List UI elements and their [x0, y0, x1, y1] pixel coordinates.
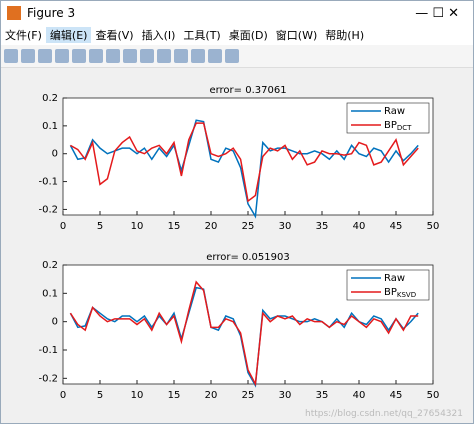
y-tick-label: -0.1	[38, 345, 58, 356]
menu-bar: 文件(F) 编辑(E) 查看(V) 插入(I) 工具(T) 桌面(D) 窗口(W) 帮助(H)	[1, 25, 473, 45]
y-tick-label: -0.1	[38, 177, 58, 188]
tool[interactable]	[225, 49, 239, 63]
legend-label: BPDCT	[384, 120, 412, 132]
legend-label: Raw	[384, 273, 405, 284]
tool[interactable]	[55, 49, 69, 63]
x-tick-label: 30	[279, 221, 292, 232]
x-tick-label: 0	[60, 390, 66, 401]
menu-item[interactable]: 文件(F)	[5, 29, 42, 42]
tool[interactable]	[140, 49, 154, 63]
menu-item[interactable]: 窗口(W)	[275, 29, 318, 42]
tool[interactable]	[157, 49, 171, 63]
tool[interactable]	[38, 49, 52, 63]
tool[interactable]	[89, 49, 103, 63]
menu-item[interactable]: 插入(I)	[141, 29, 176, 42]
x-tick-label: 45	[390, 221, 403, 232]
x-tick-label: 10	[131, 221, 144, 232]
series-line	[70, 122, 419, 203]
x-tick-label: 25	[242, 390, 255, 401]
x-tick-label: 40	[353, 221, 366, 232]
menu-item[interactable]: 工具(T)	[183, 29, 221, 42]
menu-item[interactable]: 编辑(E)	[45, 27, 92, 43]
x-tick-label: 20	[205, 390, 218, 401]
menu-item[interactable]: 查看(V)	[95, 29, 134, 42]
y-tick-label: 0.2	[42, 93, 58, 104]
x-tick-label: 25	[242, 221, 255, 232]
tool[interactable]	[4, 49, 18, 63]
menu-item[interactable]: 桌面(D)	[228, 29, 268, 42]
tool[interactable]	[106, 49, 120, 63]
y-tick-label: -0.2	[38, 204, 58, 215]
toolbar	[1, 45, 473, 68]
x-tick-label: 50	[427, 390, 440, 401]
legend-label: Raw	[384, 106, 405, 117]
x-tick-label: 50	[427, 221, 440, 232]
x-tick-label: 0	[60, 221, 66, 232]
legend	[346, 102, 430, 134]
title-bar: Figure 3 — ☐ ✕	[1, 1, 473, 25]
legend-name: BP	[384, 287, 397, 298]
tool[interactable]	[191, 49, 205, 63]
x-tick-label: 35	[316, 390, 329, 401]
window-title: Figure 3	[27, 6, 76, 20]
tool[interactable]	[21, 49, 35, 63]
legend-subscript: KSVD	[397, 291, 416, 299]
tool[interactable]	[123, 49, 137, 63]
y-tick-label: 0.1	[42, 121, 58, 132]
y-tick-label: 0.2	[42, 260, 58, 271]
legend-label: BPKSVD	[384, 287, 416, 299]
x-tick-label: 30	[279, 390, 292, 401]
window-controls[interactable]: — ☐ ✕	[415, 5, 459, 21]
app-icon	[7, 6, 21, 20]
y-tick-label: -0.2	[38, 373, 58, 384]
x-tick-label: 40	[353, 390, 366, 401]
x-tick-label: 35	[316, 221, 329, 232]
x-tick-label: 5	[97, 221, 103, 232]
chart-title: error= 0.051903	[206, 252, 289, 263]
x-tick-label: 45	[390, 390, 403, 401]
y-tick-label: 0.1	[42, 288, 58, 299]
chart-title: error= 0.37061	[209, 85, 286, 96]
watermark: https://blog.csdn.net/qq_27654321	[304, 409, 463, 419]
legend-name: Raw	[384, 273, 405, 284]
x-tick-label: 10	[131, 390, 144, 401]
y-tick-label: 0	[52, 317, 58, 328]
tool[interactable]	[72, 49, 86, 63]
menu-item[interactable]: 帮助(H)	[325, 29, 365, 42]
legend	[346, 269, 430, 301]
tool[interactable]	[208, 49, 222, 63]
tool[interactable]	[174, 49, 188, 63]
x-tick-label: 5	[97, 390, 103, 401]
series-line	[69, 280, 419, 387]
x-tick-label: 15	[168, 221, 181, 232]
legend-subscript: DCT	[397, 124, 412, 132]
series-line	[69, 119, 419, 219]
legend-name: BP	[384, 120, 397, 131]
y-tick-label: 0	[52, 149, 58, 160]
legend-name: Raw	[384, 106, 405, 117]
x-tick-label: 20	[205, 221, 218, 232]
x-tick-label: 15	[168, 390, 181, 401]
